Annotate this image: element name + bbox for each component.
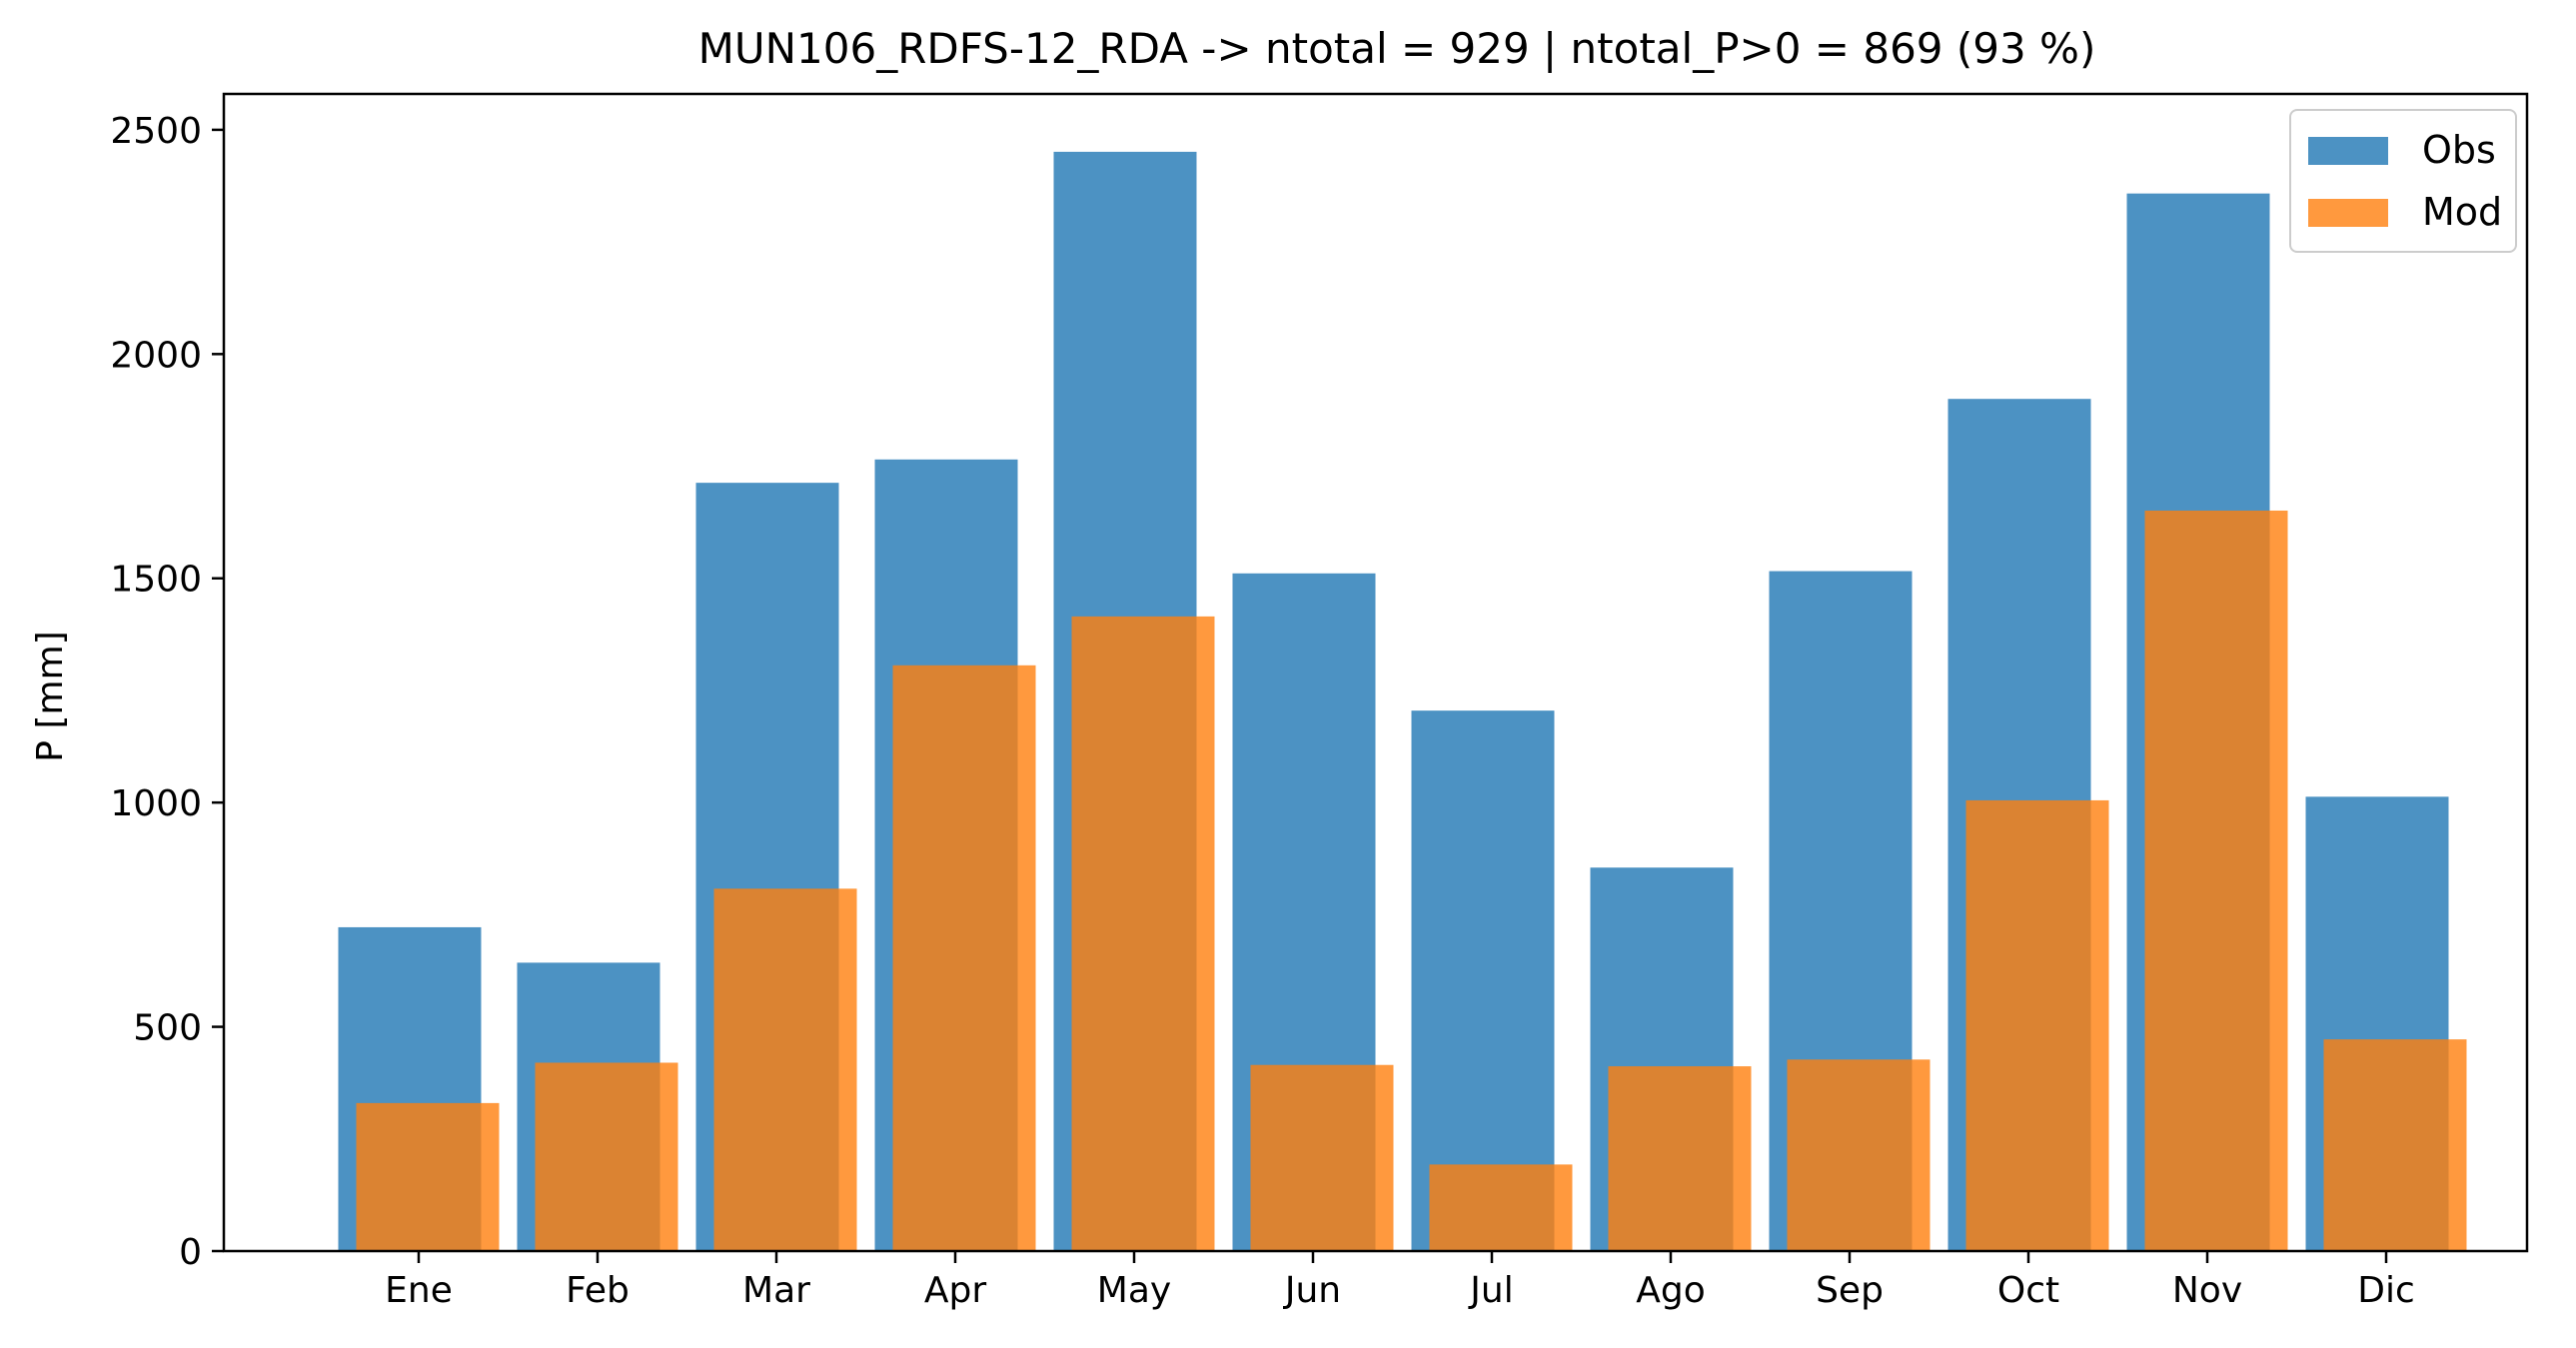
bar-mod-nov [2144, 510, 2288, 1252]
y-tick-label: 1000 [110, 783, 202, 824]
legend-swatch-obs [2308, 137, 2388, 165]
x-tick-label: Apr [924, 1270, 986, 1311]
legend: Obs Mod [2289, 109, 2517, 253]
legend-label-obs: Obs [2422, 128, 2496, 172]
x-axis: Ene Feb Mar Apr May Jun Jul Ago Sep Oct Nov Dic [385, 1251, 2415, 1311]
x-tick-label: Mar [742, 1270, 810, 1311]
bar-mod-jul [1429, 1164, 1573, 1251]
bar-mod-jun [1250, 1064, 1394, 1251]
x-tick-label: Ago [1636, 1270, 1706, 1311]
y-tick-label: 500 [133, 1008, 202, 1049]
x-tick-label: Feb [566, 1270, 630, 1311]
mod-bars [356, 510, 2467, 1252]
bar-mod-sep [1787, 1059, 1931, 1251]
plot-area-frame [222, 92, 2529, 1253]
legend-swatch-mod [2308, 199, 2388, 227]
chart-title: MUN106_RDFS-12_RDA -> ntotal = 929 | nto… [698, 24, 2096, 73]
legend-label-mod: Mod [2422, 190, 2502, 234]
y-tick-label: 0 [179, 1232, 202, 1273]
x-tick-label: Oct [1997, 1270, 2059, 1311]
bar-mod-dic [2323, 1039, 2467, 1251]
bar-mod-ago [1608, 1066, 1752, 1251]
x-tick-label: Ene [385, 1270, 453, 1311]
y-axis-label: P [mm] [30, 631, 71, 761]
y-tick-label: 1500 [110, 560, 202, 601]
bar-obs-jul [1411, 710, 1555, 1251]
x-tick-label: Jul [1468, 1270, 1513, 1311]
x-tick-label: May [1097, 1270, 1171, 1311]
bar-mod-ene [356, 1102, 500, 1251]
x-tick-label: Sep [1816, 1270, 1884, 1311]
x-tick-label: Dic [2357, 1270, 2415, 1311]
bar-mod-oct [1965, 799, 2109, 1251]
x-tick-label: Nov [2172, 1270, 2242, 1311]
bar-mod-apr [892, 665, 1036, 1251]
y-tick-label: 2500 [110, 111, 202, 152]
x-tick-label: Jun [1283, 1270, 1341, 1311]
y-tick-label: 2000 [110, 335, 202, 376]
y-axis: 0 500 1000 1500 2000 2500 [110, 111, 224, 1273]
bar-mod-may [1071, 616, 1215, 1251]
bar-mod-feb [535, 1062, 678, 1251]
bar-mod-mar [713, 888, 857, 1251]
